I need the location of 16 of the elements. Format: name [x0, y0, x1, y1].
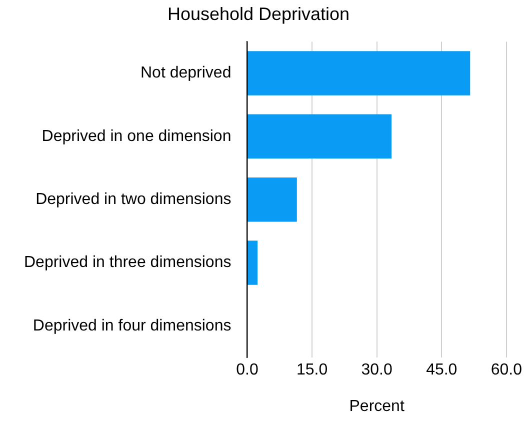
bar	[247, 177, 297, 222]
y-tick-label: Deprived in two dimensions	[36, 191, 232, 208]
bar	[247, 114, 392, 159]
x-tick-label: 0.0	[236, 362, 258, 379]
bar	[247, 240, 258, 285]
y-tick-label: Deprived in four dimensions	[32, 317, 232, 334]
bar	[247, 51, 470, 96]
x-tick-label: 60.0	[490, 362, 522, 379]
x-axis-title: Percent	[349, 398, 405, 415]
chart-title: Household Deprivation	[167, 4, 350, 24]
y-tick-label: Not deprived	[140, 64, 232, 82]
y-tick-label: Deprived in three dimensions	[24, 254, 232, 272]
x-tick-label: 15.0	[296, 362, 328, 379]
x-tick-label: 45.0	[426, 362, 458, 379]
y-tick-label: Deprived in one dimension	[42, 128, 232, 145]
x-tick-label: 30.0	[361, 362, 392, 379]
